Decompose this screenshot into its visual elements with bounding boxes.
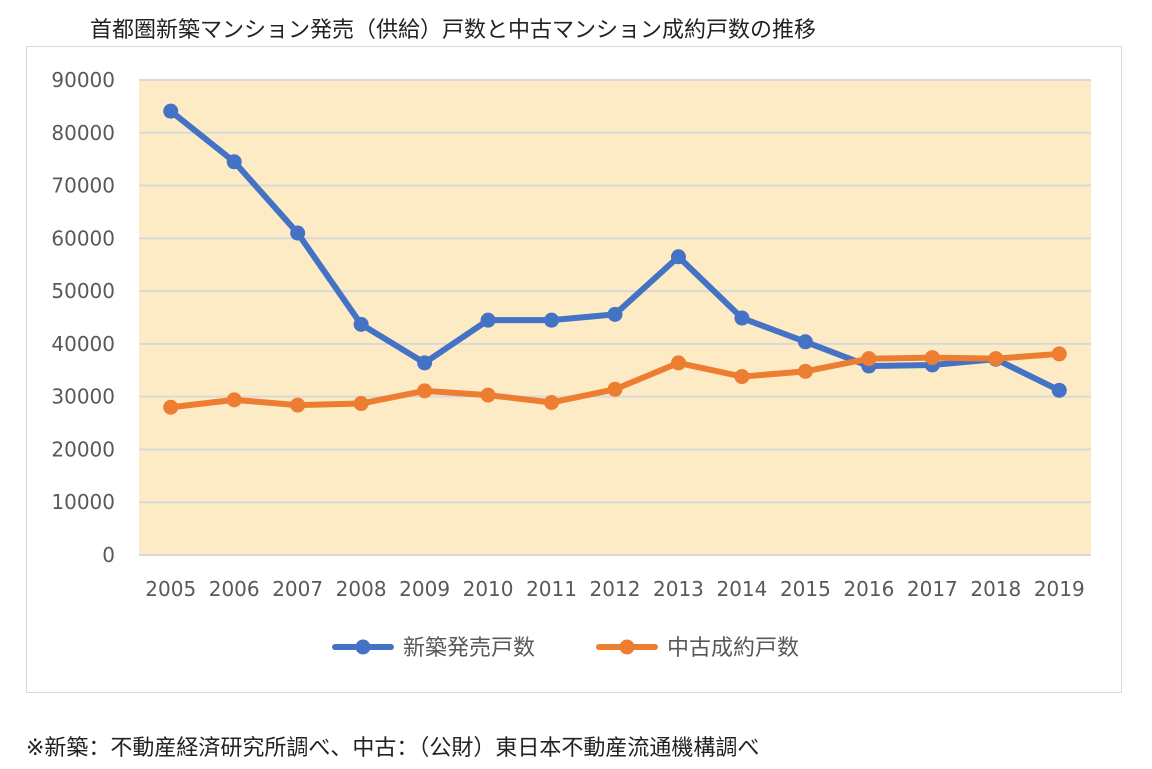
line-chart: 90000 80000 70000 60000 50000 40000 30000 20000… [51,68,1091,661]
y-tick-label: 30000 [51,385,115,409]
data-point [1051,346,1067,362]
y-tick-label: 90000 [51,68,115,92]
data-point [353,396,369,412]
y-tick-label: 40000 [51,332,115,356]
data-point [797,334,813,350]
data-point [480,312,496,328]
legend-swatch-marker [355,639,371,655]
data-point [544,312,560,328]
series-lines [163,103,1067,415]
y-tick-label: 20000 [51,437,115,461]
x-tick-label: 2009 [399,577,450,601]
x-tick-label: 2013 [653,577,704,601]
y-tick-label: 0 [102,543,115,567]
x-tick-label: 2011 [526,577,577,601]
x-tick-label: 2016 [843,577,894,601]
x-tick-label: 2018 [970,577,1021,601]
data-point [163,103,179,119]
data-point [924,350,940,366]
x-tick-label: 2007 [272,577,323,601]
legend-label: 新築発売戸数 [403,636,535,661]
x-axis-ticks: 2005 2006 2007 2008 2009 2010 2011 2012 2013 2014… [145,577,1084,601]
data-point [988,351,1004,367]
data-point [607,381,623,397]
data-point [734,310,750,326]
x-tick-label: 2017 [907,577,958,601]
x-tick-label: 2014 [716,577,767,601]
legend-swatch-marker [619,639,635,655]
data-point [480,387,496,403]
data-point [797,363,813,379]
x-tick-label: 2019 [1034,577,1085,601]
data-point [1051,382,1067,398]
x-tick-label: 2008 [336,577,387,601]
chart-container: 90000 80000 70000 60000 50000 40000 30000 20000… [26,46,1122,693]
series-2 [163,346,1067,415]
series-1 [163,103,1067,398]
data-point [607,306,623,322]
data-point [670,355,686,371]
x-tick-label: 2015 [780,577,831,601]
legend-item: 中古成約戸数 [596,636,799,661]
data-point [353,316,369,332]
x-tick-label: 2006 [209,577,260,601]
y-tick-label: 70000 [51,174,115,198]
data-point [417,355,433,371]
legend: 新築発売戸数 中古成約戸数 [332,636,799,661]
y-tick-label: 60000 [51,226,115,250]
source-footnote: ※新築：不動産経済研究所調べ、中古：（公財）東日本不動産流通機構調べ [26,736,760,761]
data-point [417,383,433,399]
x-tick-label: 2005 [145,577,196,601]
data-point [163,399,179,415]
data-point [226,154,242,170]
y-tick-label: 80000 [51,121,115,145]
data-point [226,392,242,408]
data-point [290,225,306,241]
y-axis-ticks: 90000 80000 70000 60000 50000 40000 30000 20000… [51,68,115,567]
data-point [290,397,306,413]
y-tick-label: 10000 [51,490,115,514]
data-point [544,394,560,410]
data-point [734,369,750,385]
data-point [670,249,686,265]
legend-item: 新築発売戸数 [332,636,535,661]
data-point [861,351,877,367]
legend-label: 中古成約戸数 [667,636,799,661]
y-tick-label: 50000 [51,279,115,303]
chart-title: 首都圏新築マンション発売（供給）戸数と中古マンション成約戸数の推移 [90,18,817,43]
x-tick-label: 2010 [463,577,514,601]
gridlines [139,79,1091,556]
x-tick-label: 2012 [590,577,641,601]
